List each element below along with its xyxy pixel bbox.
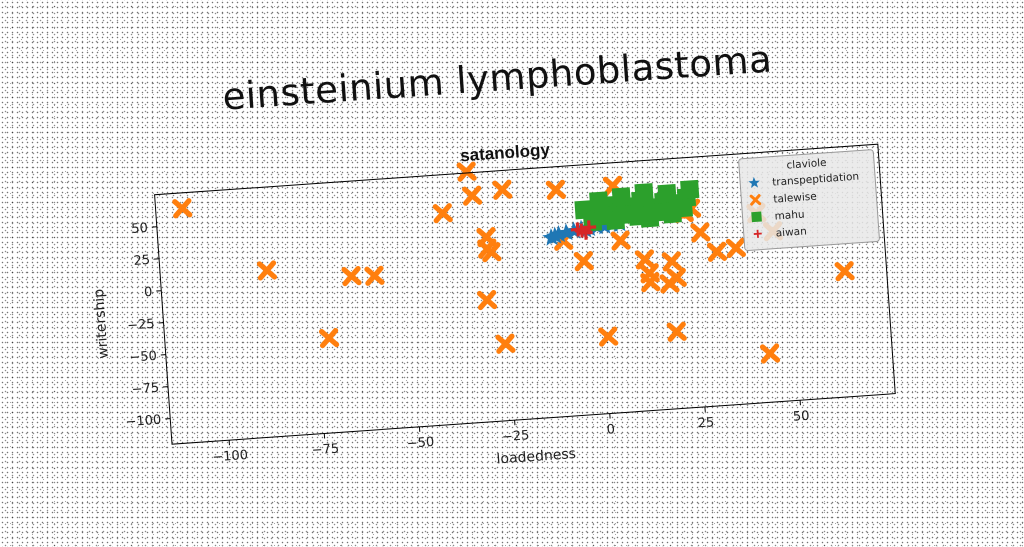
talewise-point <box>637 252 652 267</box>
talewise-point <box>763 346 778 361</box>
talewise-point <box>367 268 382 283</box>
mahu-point <box>674 198 693 217</box>
y-tick-label: −25 <box>127 317 155 334</box>
legend-label: mahu <box>774 208 805 222</box>
talewise-point <box>728 240 743 255</box>
talewise-point <box>693 225 708 240</box>
chart-title: satanology <box>460 140 551 165</box>
y-tick-label: 25 <box>133 253 151 269</box>
talewise-point <box>601 329 616 344</box>
talewise-point <box>669 324 684 339</box>
mahu-point <box>589 191 608 210</box>
y-axis-label: writership <box>91 288 112 359</box>
x-tick-label: 50 <box>792 409 810 425</box>
talewise-point <box>548 182 563 197</box>
talewise-point <box>465 188 480 203</box>
talewise-point <box>710 244 725 259</box>
mahu-point <box>680 180 699 199</box>
y-tick-label: 0 <box>144 285 153 301</box>
y-tick-label: 50 <box>131 221 149 237</box>
talewise-point <box>576 254 591 269</box>
talewise-point <box>322 331 337 346</box>
mahu-point <box>612 187 631 206</box>
talewise-point <box>175 201 190 216</box>
talewise-point <box>498 336 513 351</box>
talewise-point <box>459 164 474 179</box>
talewise-point <box>260 263 275 278</box>
y-tick-label: −75 <box>131 381 159 398</box>
x-tick-label: −100 <box>212 448 249 465</box>
mahu-point <box>657 184 676 203</box>
talewise-point <box>480 293 495 308</box>
x-tick-label: 0 <box>606 422 615 438</box>
x-tick-label: −50 <box>406 435 434 452</box>
talewise-point <box>495 182 510 197</box>
x-tick-label: −25 <box>502 428 530 445</box>
x-tick-label: 25 <box>697 415 715 431</box>
talewise-point <box>613 233 628 248</box>
y-tick-label: −50 <box>129 349 157 366</box>
talewise-point <box>344 269 359 284</box>
legend-marker <box>751 211 762 222</box>
x-tick-label: −75 <box>311 442 339 459</box>
talewise-point <box>664 254 679 269</box>
talewise-point <box>435 206 450 221</box>
legend-label: aiwan <box>775 225 807 239</box>
y-tick-label: −100 <box>125 413 162 430</box>
x-axis-label: loadedness <box>496 446 576 468</box>
legend: clavioletranspeptidationtalewisemahuaiwa… <box>739 150 880 251</box>
mahu-point <box>634 183 653 202</box>
talewise-point <box>837 264 852 279</box>
axis-ticks: −100 −75 −50 −25 0 25 50 50 25 0 −25 −50 −75 −100 <box>112 176 810 471</box>
